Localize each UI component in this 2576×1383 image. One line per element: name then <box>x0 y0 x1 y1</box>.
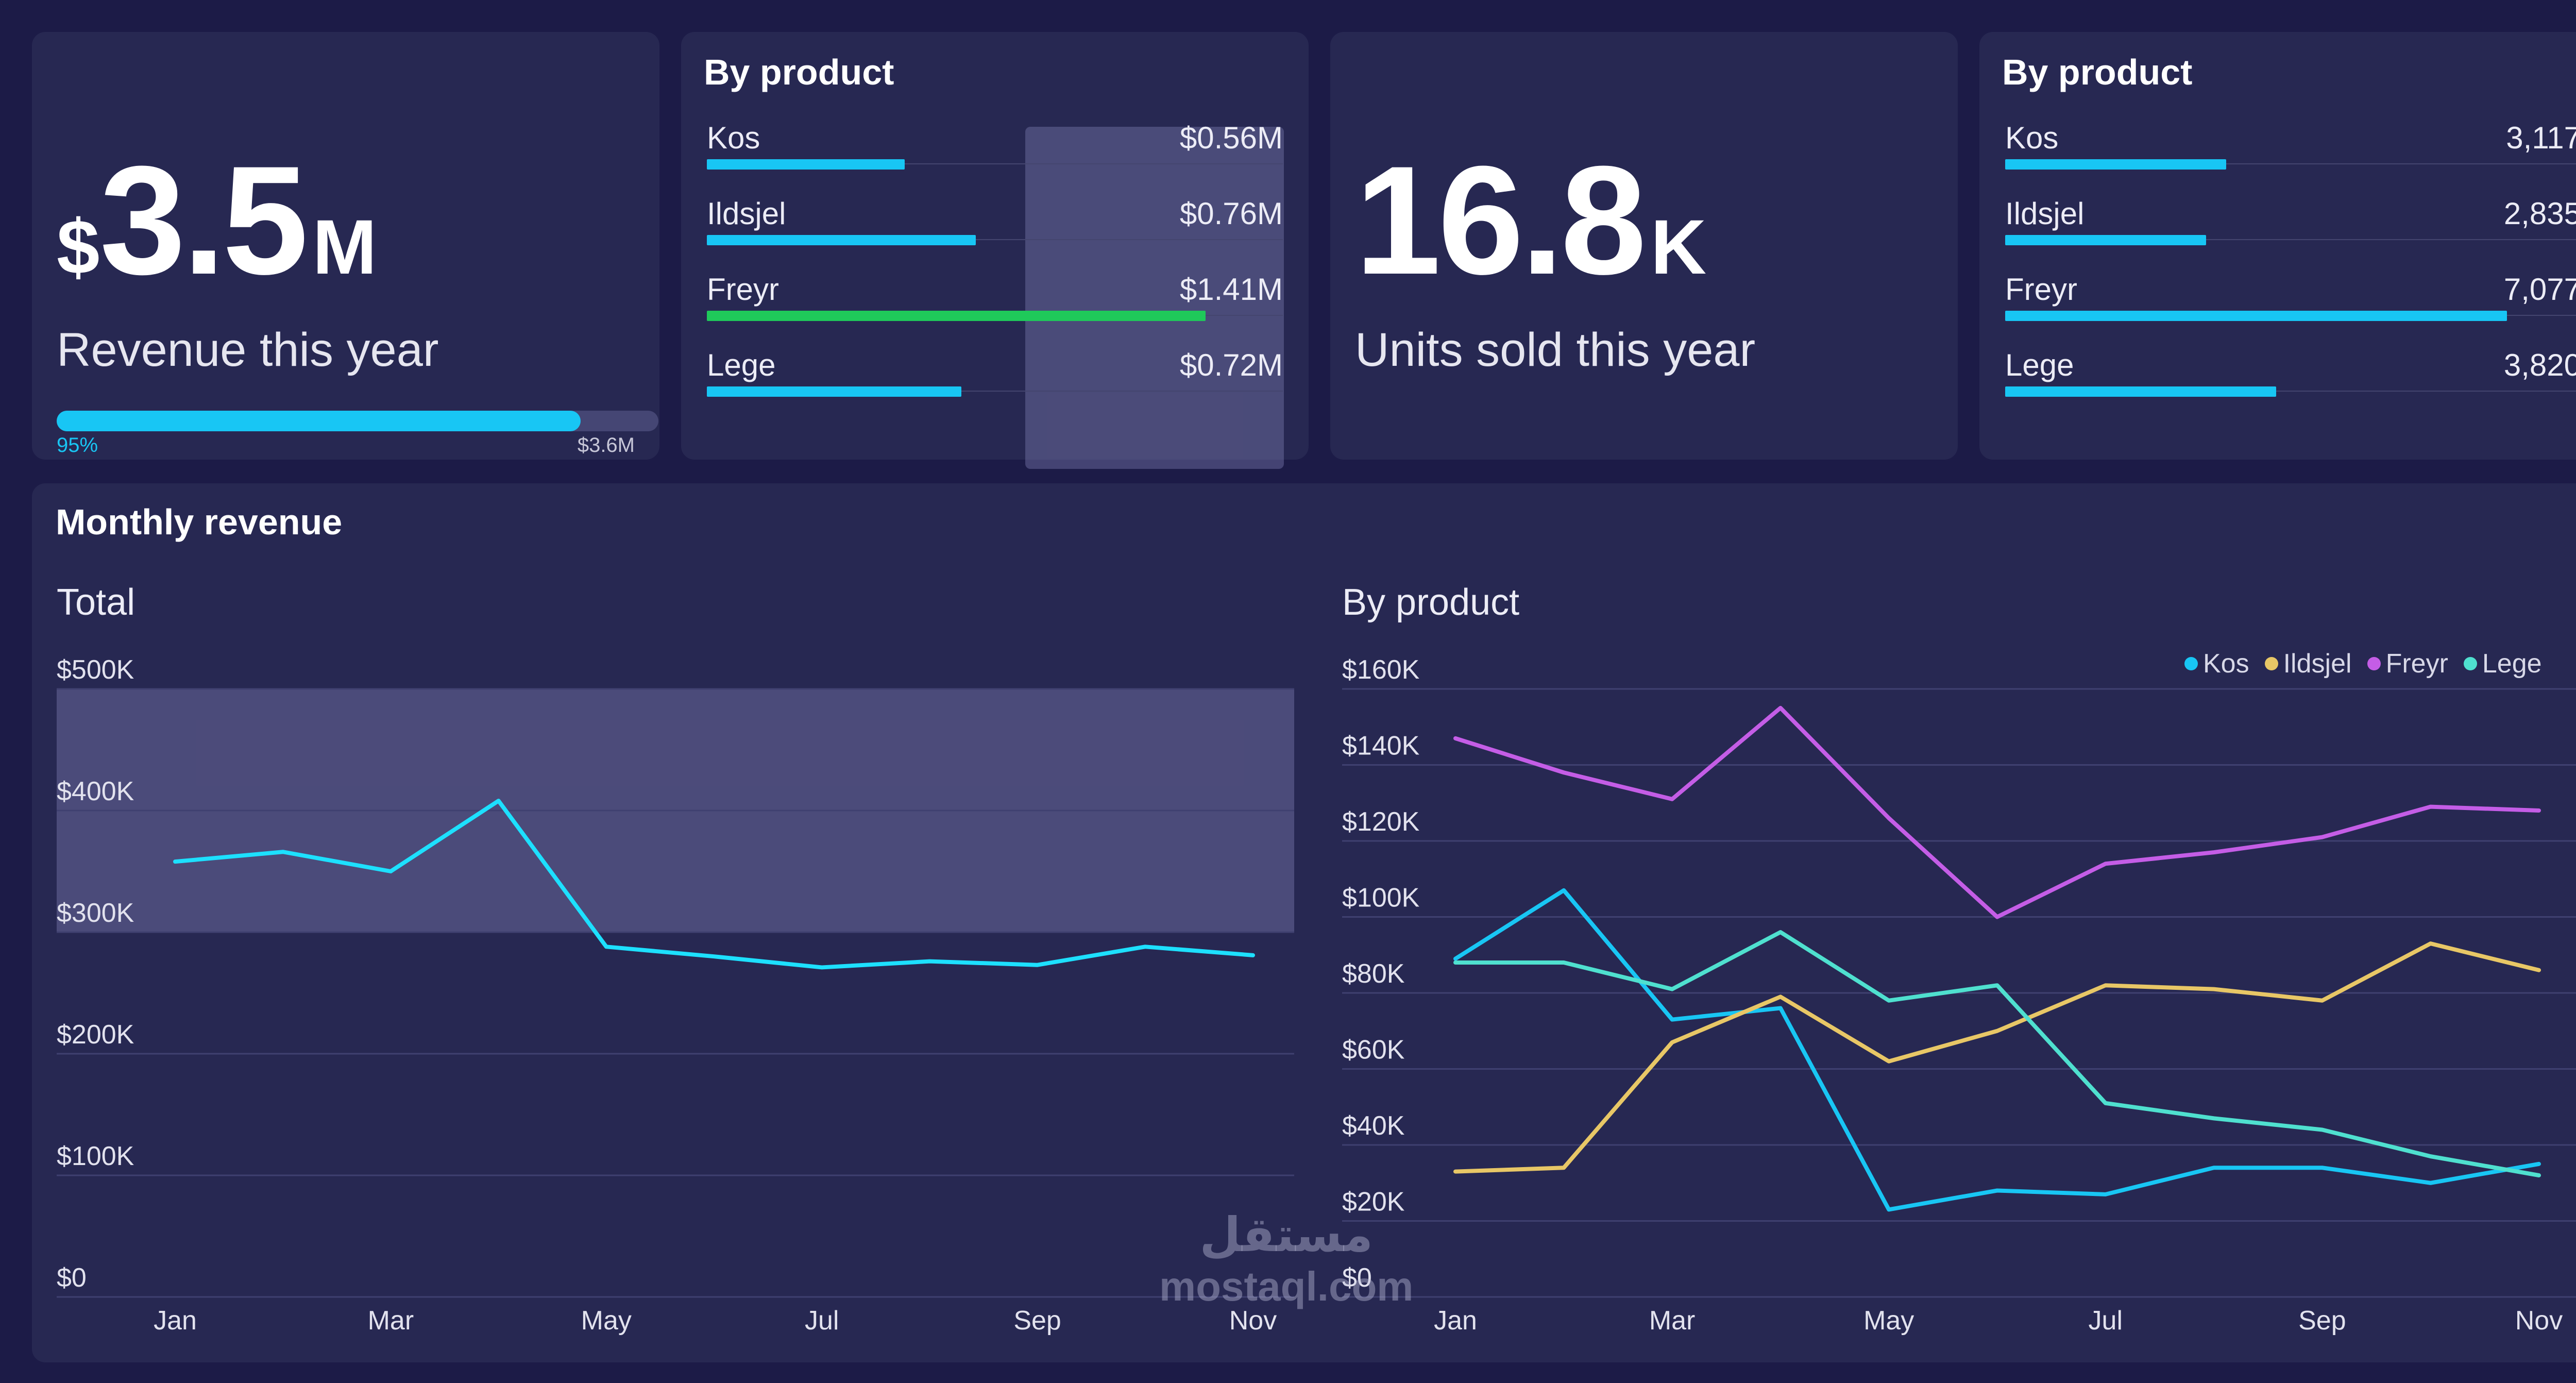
row-divider <box>707 239 1283 240</box>
watermark: مستقل mostaql.com <box>1159 1208 1413 1310</box>
legend-dot-icon <box>2264 657 2278 670</box>
revenue-product-row-ildsjel: Ildsjel $0.76M <box>707 196 1283 272</box>
legend-item-freyr: Freyr <box>2367 648 2448 679</box>
units-product-value: 7,077 <box>2503 272 2576 307</box>
revenue-by-product-highlight <box>1025 127 1284 469</box>
revenue-product-bar <box>707 159 905 170</box>
units-product-bar <box>2005 159 2226 170</box>
units-product-name: Freyr <box>2005 272 2077 307</box>
revenue-kpi-card: $3.5M Revenue this year 95% $3.6M <box>32 32 659 460</box>
revenue-product-name: Lege <box>707 348 776 382</box>
units-product-row-freyr: Freyr 7,077 <box>2005 272 2576 347</box>
revenue-product-value: $0.56M <box>1179 121 1283 155</box>
revenue-value: $3.5M <box>57 133 377 307</box>
units-label: Units sold this year <box>1355 324 1756 376</box>
revenue-by-product-title: By product <box>704 52 894 92</box>
legend-dot-icon <box>2367 657 2381 670</box>
revenue-progress-bar <box>57 411 658 431</box>
revenue-product-row-lege: Lege $0.72M <box>707 347 1283 423</box>
row-divider <box>2005 239 2576 240</box>
row-divider <box>2005 391 2576 392</box>
legend-item-ildsjel: Ildsjel <box>2264 648 2352 679</box>
revenue-product-value: $0.72M <box>1179 348 1283 382</box>
revenue-product-bar <box>707 386 962 397</box>
revenue-product-row-kos: Kos $0.56M <box>707 120 1283 196</box>
units-product-value: 3,117 <box>2506 121 2576 155</box>
revenue-product-value: $1.41M <box>1179 272 1283 307</box>
monthly-revenue-title: Monthly revenue <box>56 502 343 542</box>
units-product-bar <box>2005 311 2507 321</box>
units-product-row-kos: Kos 3,117 <box>2005 120 2576 196</box>
legend-dot-icon <box>2184 657 2198 670</box>
revenue-target: $3.6M <box>577 434 635 457</box>
units-product-row-lege: Lege 3,820 <box>2005 347 2576 423</box>
legend-label: Lege <box>2482 649 2542 679</box>
revenue-product-bar <box>707 235 976 245</box>
row-divider <box>707 163 1283 164</box>
revenue-product-name: Kos <box>707 121 760 155</box>
units-product-value: 3,820 <box>2503 348 2576 382</box>
revenue-product-name: Ildsjel <box>707 196 786 231</box>
legend-label: Kos <box>2203 649 2249 679</box>
product-chart-title: By product <box>1342 582 1520 623</box>
revenue-product-row-freyr: Freyr $1.41M <box>707 272 1283 347</box>
units-by-product-card: By product Kos 3,117 Ildsjel 2,835 Freyr 7,07… <box>1979 32 2576 460</box>
legend-item-lege: Lege <box>2463 648 2542 679</box>
revenue-by-product-card: By product Kos $0.56M Ildsjel $0.76M Freyr $1… <box>681 32 1309 469</box>
revenue-product-bar <box>707 311 1206 321</box>
units-product-name: Lege <box>2005 348 2074 382</box>
row-divider <box>707 391 1283 392</box>
revenue-product-value: $0.76M <box>1179 196 1283 231</box>
product-chart-legend: Kos Ildsjel Freyr Lege <box>2184 648 2542 679</box>
total-chart-title: Total <box>57 582 135 623</box>
units-product-name: Kos <box>2005 121 2059 155</box>
legend-dot-icon <box>2463 657 2477 670</box>
revenue-progress-fill <box>57 411 581 431</box>
units-product-row-ildsjel: Ildsjel 2,835 <box>2005 196 2576 272</box>
units-product-bar <box>2005 235 2207 245</box>
units-kpi-card: 16.8K Units sold this year <box>1330 32 1958 460</box>
revenue-label: Revenue this year <box>57 324 439 376</box>
watermark-arabic: مستقل <box>1199 1209 1373 1261</box>
row-divider <box>2005 163 2576 164</box>
units-by-product-title: By product <box>2002 52 2193 92</box>
legend-label: Freyr <box>2385 649 2448 679</box>
legend-label: Ildsjel <box>2283 649 2352 679</box>
units-product-value: 2,835 <box>2503 196 2576 231</box>
revenue-progress-percent: 95% <box>57 434 98 457</box>
units-value: 16.8K <box>1355 133 1707 307</box>
units-product-name: Ildsjel <box>2005 196 2084 231</box>
units-product-bar <box>2005 386 2276 397</box>
legend-item-kos: Kos <box>2184 648 2249 679</box>
watermark-latin: mostaql.com <box>1159 1263 1414 1309</box>
revenue-product-name: Freyr <box>707 272 779 307</box>
